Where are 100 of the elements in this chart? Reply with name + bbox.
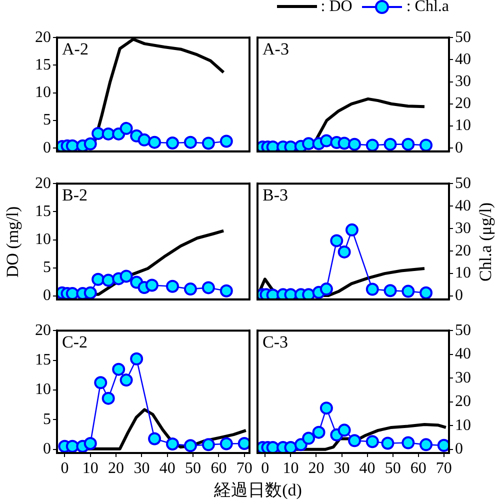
y-tick-label: 20	[35, 322, 51, 339]
point	[148, 136, 162, 149]
x-tick-label: 60	[410, 460, 426, 477]
x-tick-label: 50	[185, 460, 202, 477]
point	[381, 436, 394, 450]
x-tick-label: 40	[159, 460, 176, 477]
y-tick-label: 5	[43, 112, 51, 129]
point	[238, 436, 250, 450]
point	[184, 282, 197, 296]
point	[366, 282, 379, 296]
y-axis-title: DO (mg/l)	[3, 206, 23, 278]
x-tick-label: 10	[282, 460, 299, 477]
y2-tick-label: 0	[455, 139, 463, 156]
x-tick-label: 30	[334, 460, 350, 477]
y2-tick-label: 20	[455, 242, 471, 260]
y-tick-label: 15	[35, 56, 51, 74]
point	[302, 288, 316, 300]
x-tick-label: 70	[436, 460, 452, 477]
point	[145, 278, 158, 292]
x-tick-label: 10	[82, 460, 98, 477]
point	[94, 376, 108, 390]
y2-tick-label: 40	[455, 346, 471, 363]
x-tick-label: 50	[384, 460, 401, 477]
point	[420, 438, 433, 452]
point	[102, 274, 115, 287]
x-tick-label: 40	[359, 460, 376, 477]
point	[220, 134, 233, 148]
point	[366, 435, 379, 448]
x-axis-title: 経過日数(d)	[214, 480, 302, 502]
point	[202, 136, 215, 150]
chart-title: C-2	[62, 332, 88, 352]
point	[320, 282, 333, 296]
y2-tick-label: 40	[455, 50, 471, 68]
y2-tick-label: 10	[455, 264, 471, 282]
point	[437, 438, 449, 452]
point	[120, 270, 133, 283]
y2-tick-label: 30	[455, 72, 471, 90]
point	[202, 438, 215, 452]
y-tick-label: 10	[35, 84, 51, 102]
y-tick-label: 0	[43, 440, 51, 458]
point	[84, 286, 97, 300]
point	[120, 374, 133, 387]
y2-tick-label: 50	[455, 174, 471, 192]
point	[320, 402, 333, 415]
point	[402, 436, 415, 450]
x-tick-label: 0	[60, 460, 69, 477]
x-tick-label: 20	[108, 460, 124, 477]
point	[166, 136, 179, 150]
chart-title: B-2	[62, 186, 88, 205]
x-tick-label: 20	[308, 460, 324, 477]
chart-title: C-3	[262, 332, 288, 352]
point	[92, 127, 105, 140]
point	[102, 127, 115, 140]
y2-tick-label: 0	[455, 287, 463, 304]
point	[284, 441, 298, 453]
point	[166, 280, 179, 293]
point	[345, 223, 358, 236]
point	[138, 133, 151, 146]
y2-tick-label: 30	[455, 220, 471, 237]
point	[148, 432, 162, 446]
point	[220, 437, 233, 450]
y-tick-label: 20	[35, 28, 51, 46]
x-tick-label: 60	[210, 460, 227, 477]
point	[102, 392, 115, 405]
x-tick-label: 70	[236, 460, 252, 477]
chart-title: B-3	[262, 186, 288, 205]
y2-tick-label: 20	[455, 393, 471, 410]
x-tick-label: 0	[261, 460, 270, 477]
point	[348, 434, 362, 448]
y2-tick-label: 0	[455, 440, 463, 458]
point	[312, 426, 326, 439]
y2-tick-label: 30	[455, 369, 471, 386]
point	[302, 432, 316, 445]
chart-title: A-2	[62, 40, 88, 59]
point	[402, 284, 415, 298]
point	[112, 362, 126, 376]
y-tick-label: 15	[35, 202, 51, 220]
point	[330, 234, 344, 248]
y-tick-label: 5	[43, 410, 51, 428]
y-tick-label: 0	[43, 287, 51, 304]
point	[338, 245, 351, 258]
legend-label: : DO	[320, 0, 352, 16]
point	[202, 281, 215, 294]
point	[84, 137, 97, 150]
y2-axis-title: Chl.a (μg/l)	[476, 202, 496, 282]
point	[120, 122, 133, 135]
point	[184, 136, 197, 149]
y2-tick-label: 50	[455, 28, 471, 46]
y-tick-label: 20	[35, 174, 51, 192]
y-tick-label: 10	[35, 231, 51, 248]
y2-tick-label: 40	[455, 197, 471, 214]
y-tick-label: 15	[35, 352, 51, 369]
point	[166, 437, 179, 450]
point	[420, 286, 433, 300]
y-tick-label: 5	[43, 259, 51, 276]
point	[184, 439, 197, 452]
point	[84, 436, 97, 450]
point	[220, 284, 233, 298]
y2-tick-label: 10	[455, 117, 471, 134]
point	[384, 284, 397, 298]
